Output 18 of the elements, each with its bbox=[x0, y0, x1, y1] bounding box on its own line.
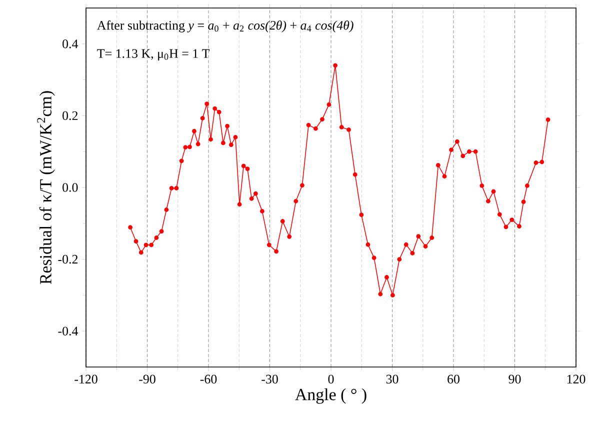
y-tick-label: -0.4 bbox=[58, 326, 78, 336]
y-tick-label: 0.0 bbox=[62, 183, 78, 192]
y-axis-title: Residual of κ/T (mW/K$^{2}$cm) bbox=[37, 91, 55, 284]
x-tick-label: 0 bbox=[328, 374, 334, 384]
x-tick-label: -30 bbox=[262, 374, 278, 384]
y-tick-label: 0.4 bbox=[62, 39, 78, 48]
y-tick-label: -0.2 bbox=[58, 254, 78, 264]
x-axis-title: Angle ( ° ) bbox=[295, 388, 366, 404]
x-tick-label: 30 bbox=[386, 374, 398, 384]
x-tick-label: -120 bbox=[74, 374, 98, 384]
x-tick-label: -60 bbox=[200, 374, 217, 384]
x-tick-label: -90 bbox=[139, 374, 156, 384]
annotation: T= 1.13 K, μ$_{0}$H = 1 T bbox=[97, 49, 210, 61]
x-tick-label: 120 bbox=[567, 374, 586, 384]
text: After subtracting y = a$_{0}$ + a$_{2}$ cos(2θ) + a$_{4}$ cos(4θ) bbox=[96, 20, 354, 32]
y-tick-label: 0.2 bbox=[62, 111, 78, 120]
x-tick-label: 60 bbox=[448, 374, 460, 384]
x-tick-label: 90 bbox=[508, 374, 521, 384]
